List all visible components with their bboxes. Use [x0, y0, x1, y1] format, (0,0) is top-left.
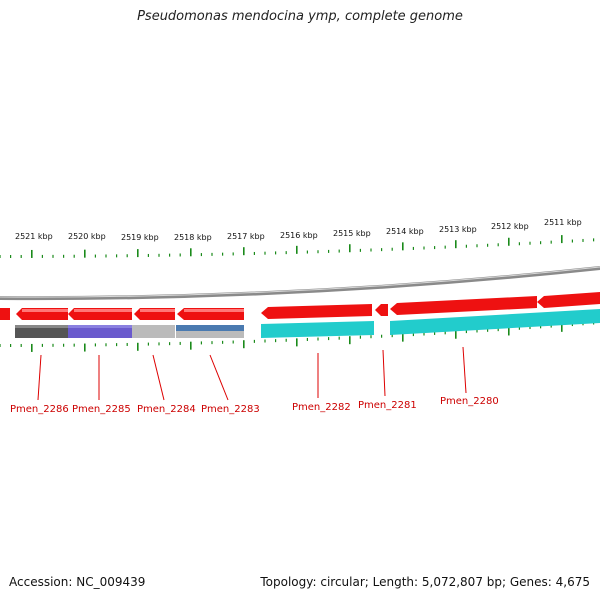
gene-label[interactable]: Pmen_2281	[358, 400, 417, 411]
gene-arrows	[0, 292, 600, 320]
tick-label: 2518 kbp	[174, 233, 212, 242]
tick-label: 2511 kbp	[544, 218, 582, 227]
gene-arrow-highlight	[74, 309, 132, 312]
leader-line	[209, 354, 229, 401]
map-title: Pseudomonas mendocina ymp, complete geno…	[137, 9, 463, 24]
gene-arrow-highlight	[22, 309, 68, 312]
cds-bars	[15, 309, 600, 338]
gene-arrow[interactable]	[0, 308, 10, 320]
tick-label: 2513 kbp	[439, 225, 477, 234]
gene-arrow[interactable]	[390, 296, 537, 315]
gene-label[interactable]: Pmen_2285	[72, 404, 131, 415]
gene-arrow[interactable]	[537, 292, 600, 308]
tick-labels: 2521 kbp 2520 kbp 2519 kbp 2518 kbp 2517…	[15, 218, 582, 242]
cds-bar[interactable]	[176, 331, 244, 338]
gene-arrow[interactable]	[261, 304, 372, 319]
gene-label[interactable]: Pmen_2280	[440, 396, 499, 407]
gene-label[interactable]: Pmen_2283	[201, 404, 260, 415]
cds-bar[interactable]	[261, 321, 374, 338]
gene-label[interactable]: Pmen_2286	[10, 404, 69, 415]
tick-label: 2519 kbp	[121, 233, 159, 242]
genome-backbone-highlight	[0, 266, 600, 298]
leader-line	[152, 354, 165, 401]
topology-text: Topology: circular; Length: 5,072,807 bp…	[260, 575, 590, 589]
tick-label: 2520 kbp	[68, 232, 106, 241]
cds-bar[interactable]	[390, 309, 600, 335]
cds-bar[interactable]	[68, 325, 132, 338]
tick-label: 2515 kbp	[333, 229, 371, 238]
leader-line	[462, 346, 467, 394]
cds-bar[interactable]	[15, 325, 68, 338]
leader-line	[37, 354, 42, 401]
tick-label: 2512 kbp	[491, 222, 529, 231]
leader-lines	[37, 346, 467, 401]
accession-text: Accession: NC_009439	[9, 575, 146, 589]
gene-labels: Pmen_2286 Pmen_2285 Pmen_2284 Pmen_2283 …	[10, 396, 499, 415]
cds-bar[interactable]	[132, 325, 175, 338]
gene-arrow-highlight	[184, 309, 244, 312]
cds-bar-highlight	[15, 325, 68, 328]
leader-line	[382, 349, 386, 397]
tick-label: 2517 kbp	[227, 232, 265, 241]
cds-bar-highlight	[68, 325, 132, 328]
tick-label: 2521 kbp	[15, 232, 53, 241]
tick-marks-upper	[0, 235, 595, 258]
gene-label[interactable]: Pmen_2282	[292, 402, 351, 413]
gene-arrow[interactable]	[375, 304, 388, 316]
gene-arrow-highlight	[140, 309, 175, 312]
tick-label: 2514 kbp	[386, 227, 424, 236]
genome-backbone	[0, 266, 600, 301]
tick-label: 2516 kbp	[280, 231, 318, 240]
cds-bar[interactable]	[176, 325, 244, 331]
gene-label[interactable]: Pmen_2284	[137, 404, 196, 415]
